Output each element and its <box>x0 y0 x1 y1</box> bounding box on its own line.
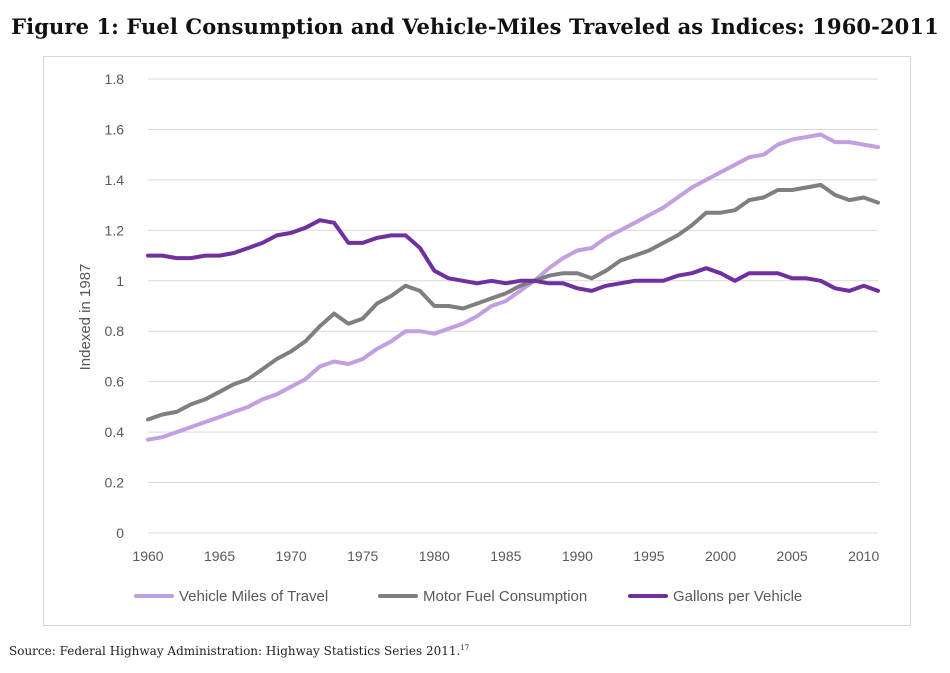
x-tick-label: 1980 <box>419 548 450 564</box>
legend: Vehicle Miles of Travel Motor Fuel Consum… <box>136 588 802 605</box>
x-tick-label: 1990 <box>562 548 593 564</box>
figure-title: Figure 1: Fuel Consumption and Vehicle-M… <box>0 14 950 39</box>
source-footnote: 17 <box>460 644 469 652</box>
y-tick-label: 1.2 <box>105 222 125 238</box>
y-tick-label: 1 <box>116 273 124 289</box>
x-tick-label: 2010 <box>848 548 879 564</box>
legend-item: Gallons per Vehicle <box>630 588 802 605</box>
x-tick-label: 1995 <box>633 548 664 564</box>
legend-label: Motor Fuel Consumption <box>423 588 587 605</box>
line-chart: 00.20.40.60.811.21.41.61.8 1960 1965 1970 1… <box>44 57 910 625</box>
y-axis-ticks: 0 0.2 0.4 0.6 0.8 1 1.2 1.4 1.6 1.8 <box>105 71 125 541</box>
legend-item: Motor Fuel Consumption <box>380 588 587 605</box>
y-tick-label: 1.8 <box>105 71 125 87</box>
x-tick-label: 2000 <box>705 548 736 564</box>
x-axis-ticks: 1960 1965 1970 1975 1980 1985 1990 1995 2000 2005… <box>132 548 879 564</box>
y-tick-label: 0.8 <box>105 323 125 339</box>
x-tick-label: 2005 <box>777 548 808 564</box>
y-tick-label: 0.2 <box>105 475 125 491</box>
y-axis-title: Indexed in 1987 <box>77 264 94 371</box>
series-line-1 <box>148 185 878 420</box>
y-tick-label: 1.4 <box>105 172 125 188</box>
x-tick-label: 1985 <box>490 548 521 564</box>
legend-label: Vehicle Miles of Travel <box>179 588 328 605</box>
y-tick-label: 1.6 <box>105 121 125 137</box>
source-text: Source: Federal Highway Administration: … <box>9 644 460 658</box>
x-tick-label: 1965 <box>204 548 235 564</box>
source-note: Source: Federal Highway Administration: … <box>9 644 469 658</box>
chart-area: 0 0.2 0.4 0.6 0.8 1 1.2 1.4 1.6 1.8 1960 1965 1970 1… <box>43 56 911 626</box>
y-tick-label: 0.6 <box>105 374 125 390</box>
x-tick-label: 1970 <box>276 548 307 564</box>
legend-label: Gallons per Vehicle <box>673 588 802 605</box>
x-tick-label: 1960 <box>132 548 163 564</box>
y-tick-label: 0.4 <box>105 424 125 440</box>
y-tick-label: 0 <box>116 525 124 541</box>
legend-item: Vehicle Miles of Travel <box>136 588 328 605</box>
gridlines <box>148 79 878 533</box>
x-tick-label: 1975 <box>347 548 378 564</box>
